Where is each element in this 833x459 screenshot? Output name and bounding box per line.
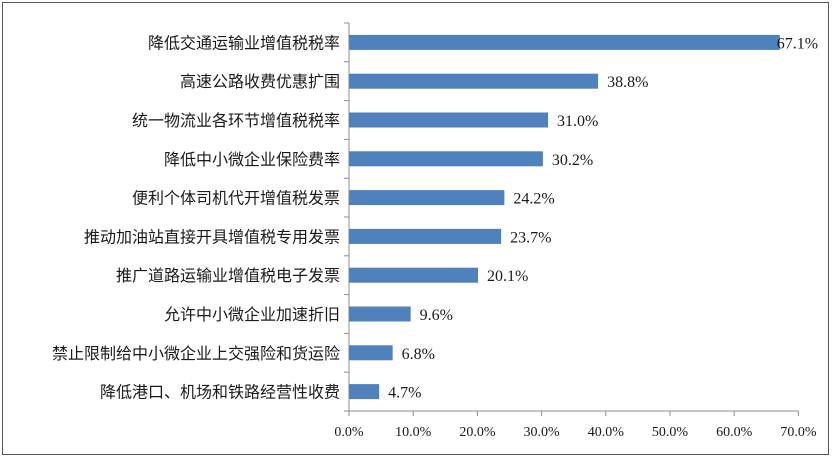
bar <box>349 151 543 167</box>
category-label: 便利个体司机代开增值税发票 <box>132 189 340 208</box>
value-label: 20.1% <box>487 268 528 285</box>
x-tick-label: 30.0% <box>524 425 561 440</box>
x-tick-label: 20.0% <box>459 425 496 440</box>
value-label: 67.1% <box>777 35 818 52</box>
bar <box>349 306 411 322</box>
category-label: 推动加油站直接开具增值税专用发票 <box>84 227 340 246</box>
value-label: 4.7% <box>388 385 421 402</box>
x-tick-label: 40.0% <box>588 425 625 440</box>
category-label: 降低中小微企业保险费率 <box>164 150 340 169</box>
category-label: 允许中小微企业加速折旧 <box>164 305 340 324</box>
category-label: 禁止限制给中小微企业上交强险和货运险 <box>52 344 340 363</box>
category-label: 高速公路收费优惠扩围 <box>180 72 340 91</box>
value-label: 6.8% <box>402 346 435 363</box>
x-tick-label: 0.0% <box>334 425 364 440</box>
value-label: 24.2% <box>513 191 554 208</box>
chart-frame: 0.0% 10.0% 20.0% 30.0% 40.0% 50.0% 60.0% 70.0% 降… <box>2 2 829 455</box>
value-label: 38.8% <box>607 74 648 91</box>
value-label: 23.7% <box>510 229 551 246</box>
bar <box>349 73 599 89</box>
bar <box>349 384 380 400</box>
value-label: 9.6% <box>420 307 453 324</box>
category-label: 降低交通运输业增值税税率 <box>148 33 340 52</box>
bar-chart: 0.0% 10.0% 20.0% 30.0% 40.0% 50.0% 60.0% 70.0% 降… <box>52 22 818 440</box>
bar <box>349 228 502 244</box>
x-tick-label: 60.0% <box>716 425 753 440</box>
x-tick-label: 10.0% <box>395 425 432 440</box>
x-tick-label: 50.0% <box>652 425 689 440</box>
bar <box>349 112 549 128</box>
bar <box>349 267 479 283</box>
bar <box>349 190 505 206</box>
x-tick-label: 70.0% <box>780 425 817 440</box>
bar <box>349 345 393 361</box>
bar <box>349 34 780 50</box>
value-label: 31.0% <box>557 113 598 130</box>
value-label: 30.2% <box>552 152 593 169</box>
category-label: 推广道路运输业增值税电子发票 <box>116 266 340 285</box>
category-label: 统一物流业各环节增值税税率 <box>132 111 340 130</box>
category-label: 降低港口、机场和铁路经营性收费 <box>100 383 340 402</box>
